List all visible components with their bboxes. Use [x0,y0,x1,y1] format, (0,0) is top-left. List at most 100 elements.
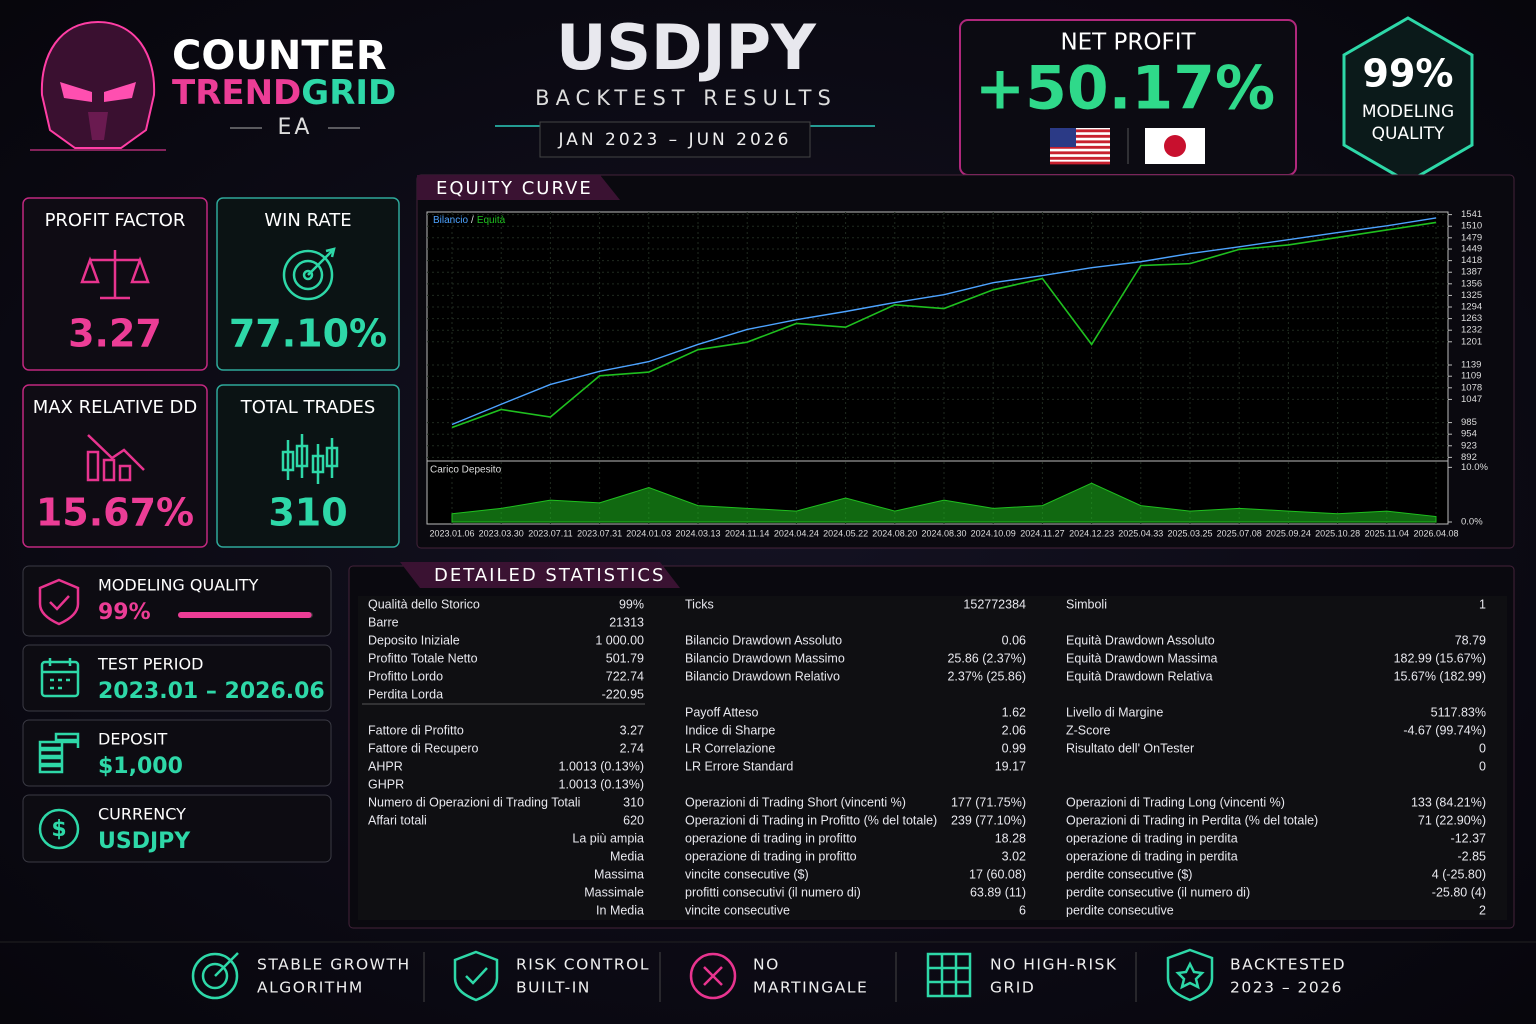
side-label: MODELING QUALITY [98,576,259,595]
jp-flag [1145,128,1205,164]
stat-value: 3.27 [620,723,644,737]
legend-entry: Equità [477,215,506,226]
stats-table-bg [358,596,1507,920]
y-tick-label: 954 [1461,429,1477,440]
y-tick-label: 1418 [1461,255,1482,266]
x-tick-label: 2024.12.23 [1069,528,1114,538]
stat-label: Numero di Operazioni di Trading Totali [368,795,580,809]
x-tick-label: 2024.03.13 [675,528,720,538]
net-profit-value: +50.17% [975,54,1275,124]
x-tick-label: 2025.10.28 [1315,528,1360,538]
x-tick-label: 2023.03.30 [479,528,524,538]
stat-value: -2.85 [1458,849,1487,863]
stat-label: Massima [594,867,644,881]
stats-title: DETAILED STATISTICS [434,565,665,586]
load-tick-label: 10.0% [1461,462,1488,473]
y-tick-label: 923 [1461,440,1477,451]
side-value: 2023.01 – 2026.06 [98,679,325,704]
side-icons: $ [38,578,80,850]
footer-icons [191,948,1214,1002]
stat-label: La più ampia [572,831,644,845]
x-tick-label: 2023.07.31 [577,528,622,538]
side-card-frames [22,565,332,863]
stat-value: -220.95 [602,687,644,701]
side-value: 99% [98,600,151,625]
kpi-icons [80,247,339,484]
stat-value: 18.28 [995,831,1026,845]
stat-label: Ticks [685,597,714,611]
stat-value: 6 [1019,903,1026,917]
y-tick-label: 1047 [1461,394,1482,405]
load-tick-label: 0.0% [1461,517,1483,528]
stat-label: vincite consecutive [685,903,790,917]
y-tick-label: 1294 [1461,302,1482,313]
footer-dividers [423,952,1137,1002]
badge-hexagon [1342,16,1474,184]
badge-line1: MODELING [1362,102,1454,122]
y-tick-label: 1479 [1461,232,1482,243]
side-label: TEST PERIOD [97,655,203,674]
x-tick-label: 2024.08.30 [921,528,966,538]
kpi-value: 3.27 [68,312,162,356]
stat-value: 15.67% (182.99) [1394,669,1486,683]
stat-value: 1.62 [1002,705,1026,719]
side-label: CURRENCY [98,805,186,824]
x-tick-label: 2023.01.06 [429,528,474,538]
stat-label: Indice di Sharpe [685,723,775,737]
title: USDJPY [556,11,817,84]
stat-label: operazione di trading in perdita [1066,849,1238,863]
stat-value: 310 [623,795,644,809]
stat-value: 5117.83% [1431,705,1486,719]
y-tick-label: 1387 [1461,267,1482,278]
logo-icon [30,20,166,151]
stat-value: 2.06 [1002,723,1026,737]
y-tick-label: 1541 [1461,209,1482,220]
x-tick-label: 2025.09.24 [1266,528,1311,538]
stat-value: 1 000.00 [595,633,644,647]
feature-line2: 2023 – 2026 [1230,979,1343,997]
stat-value: 501.79 [606,651,644,665]
feature-line2: GRID [990,979,1035,997]
stat-label: Operazioni di Trading in Profitto (% del… [685,813,937,827]
stat-label: Massimale [584,885,644,899]
stat-label: GHPR [368,777,404,791]
stat-label: Profitto Lordo [368,669,443,683]
x-tick-label: 2024.10.09 [971,528,1016,538]
feature-line2: ALGORITHM [257,979,364,997]
stat-value: 17 (60.08) [969,867,1026,881]
x-tick-label: 2024.11.27 [1020,528,1064,538]
feature-line1: NO [753,956,780,974]
badge-line2: QUALITY [1372,124,1445,144]
kpi-label: PROFIT FACTOR [45,210,186,231]
stat-label: Operazioni di Trading in Perdita (% del … [1066,813,1318,827]
stat-label: Fattore di Recupero [368,741,479,755]
stat-label: Operazioni di Trading Long (vincenti %) [1066,795,1285,809]
subtitle: BACKTEST RESULTS [535,86,837,110]
stat-value: 2.37% (25.86) [947,669,1026,683]
stat-value: -12.37 [1451,831,1486,845]
stat-value: 152772384 [963,597,1026,611]
stat-label: Simboli [1066,597,1107,611]
x-tick-label: 2024.08.20 [872,528,917,538]
kpi-value: 77.10% [229,312,387,356]
stat-value: 0.06 [1002,633,1026,647]
y-tick-label: 1510 [1461,221,1482,232]
stat-label: In Media [596,903,644,917]
equity-tab [417,175,620,200]
stat-label: perdite consecutive [1066,903,1174,917]
stat-label: Equità Drawdown Relativa [1066,669,1213,683]
stat-value: 19.17 [995,759,1026,773]
x-tick-label: 2025.03.25 [1167,528,1212,538]
x-tick-label: 2025.07.08 [1217,528,1262,538]
stat-label: LR Correlazione [685,741,775,755]
series-line [451,221,1437,429]
currency-symbol: $ [51,817,66,842]
stat-label: perdite consecutive ($) [1066,867,1192,881]
y-tick-label: 1263 [1461,313,1482,324]
stat-value: 21313 [609,615,644,629]
stat-label: operazione di trading in profitto [685,831,857,845]
stat-label: Payoff Atteso [685,705,758,719]
series-line [451,217,1437,426]
kpi-card [216,197,400,371]
